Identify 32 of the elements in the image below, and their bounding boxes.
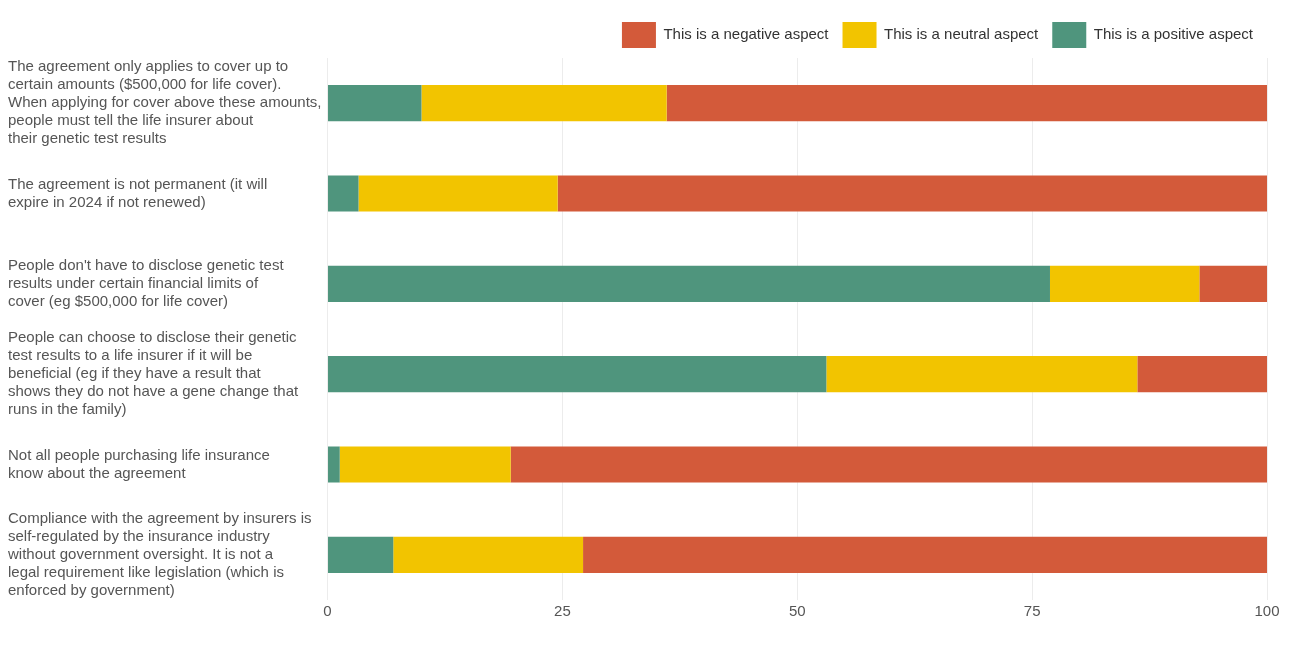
bar: [358, 175, 558, 212]
y-tick-label: The agreement is not permanent (it will expire in 2024 if not renewed): [8, 174, 268, 210]
bar: [557, 175, 1267, 212]
bar: [666, 85, 1267, 122]
bar: [339, 446, 511, 483]
x-tick-label: 75: [1023, 602, 1041, 620]
x-tick-label: 50: [788, 602, 806, 620]
bar: [328, 265, 1050, 302]
y-tick-label: People can choose to disclose their genetic test results to a life insurer if it will be beneficial (eg if they have a result that shows they do not have a gene change that runs in the family): [8, 328, 300, 418]
y-tick-label: Not all people purchasing life insurance know about the agreement: [8, 445, 270, 481]
bar: [421, 85, 667, 122]
y-tick-label: Compliance with the agreement by insurers is self-regulated by the insurance industry without government oversight. It is not a legal requirement like legislation (which is enforced by government): [7, 508, 312, 598]
bar: [826, 356, 1138, 393]
bar: [1199, 265, 1267, 302]
x-tick-label: 100: [1254, 602, 1280, 620]
legend-label: This is a positive aspect: [1093, 25, 1254, 43]
bar: [328, 85, 422, 122]
x-tick-label: 0: [323, 602, 332, 620]
bar: [328, 536, 394, 573]
legend-label: This is a negative aspect: [663, 25, 830, 43]
legend-label: This is a neutral aspect: [884, 25, 1040, 43]
bar: [583, 536, 1267, 573]
bar: [328, 446, 340, 483]
bar: [1137, 356, 1267, 393]
y-tick-label: The agreement only applies to cover up to certain amounts ($500,000 for life cover). When applying for cover above these amounts, people must tell the life insurer about their genetic test results: [8, 57, 322, 147]
x-tick-label: 25: [554, 602, 571, 620]
bar: [1049, 265, 1200, 302]
y-tick-label: People don't have to disclose genetic test results under certain financial limits of cover (eg $500,000 for life cover): [8, 255, 285, 309]
bar: [328, 175, 359, 212]
bar: [328, 356, 827, 393]
bar: [510, 446, 1267, 483]
bar: [393, 536, 584, 573]
